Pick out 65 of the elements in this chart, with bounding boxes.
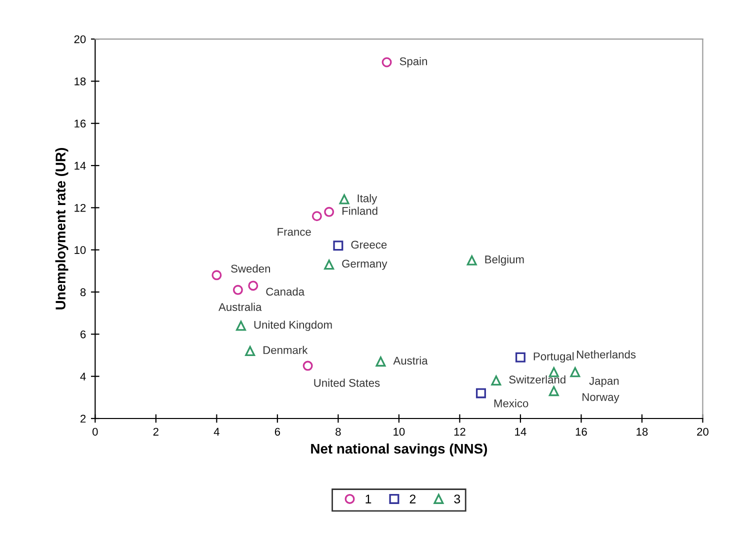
y-tick-label: 6 — [80, 330, 86, 338]
point — [548, 386, 559, 396]
point — [376, 356, 386, 367]
point — [302, 360, 313, 371]
x-axis-title: Net national savings (NNS) — [311, 443, 488, 456]
y-tick-label: 20 — [74, 35, 86, 44]
point — [339, 194, 350, 204]
x-tick-label: 6 — [274, 428, 280, 436]
annotation: Portugal — [534, 352, 574, 363]
point — [236, 320, 246, 331]
annotation: Greece — [351, 240, 387, 249]
x-tick-label: 14 — [515, 428, 526, 436]
annotation: Germany — [342, 260, 388, 270]
annotation: Mexico — [494, 399, 528, 408]
point — [212, 270, 222, 280]
legend-label: 1 — [366, 494, 372, 504]
point — [245, 346, 256, 356]
annotation: Sweden — [231, 264, 270, 273]
point — [248, 280, 258, 291]
annotation: Italy — [358, 194, 378, 204]
point — [382, 57, 392, 68]
x-tick-label: 2 — [153, 428, 158, 436]
annotation: Netherlands — [577, 350, 636, 358]
point — [476, 388, 486, 398]
annotation: Japan — [589, 377, 619, 388]
x-tick-label: 16 — [576, 428, 587, 436]
y-axis-title: Unemployment rate (UR) — [55, 148, 68, 310]
y-tick-label: 12 — [74, 204, 86, 212]
annotation: Austria — [393, 356, 428, 365]
y-tick-label: 8 — [80, 288, 86, 296]
point — [324, 260, 334, 270]
annotation: Denmark — [264, 346, 308, 354]
y-tick-label: 4 — [80, 372, 86, 380]
annotation: Norway — [582, 393, 620, 404]
x-tick-label: 10 — [394, 428, 405, 436]
y-tick-label: 10 — [74, 246, 86, 254]
x-tick-label: 4 — [214, 428, 220, 436]
y-tick-label: 14 — [74, 162, 86, 170]
x-tick-label: 8 — [336, 428, 341, 436]
annotation: Belgium — [485, 255, 524, 266]
legend-label: 2 — [410, 494, 416, 504]
y-tick-label: 2 — [80, 414, 86, 423]
annotation: United Kingdom — [254, 320, 332, 331]
point — [491, 376, 502, 386]
y-tick-label: 18 — [74, 77, 86, 86]
x-tick-label: 12 — [454, 428, 466, 436]
point — [324, 206, 334, 217]
annotation: Finland — [342, 206, 378, 215]
point — [570, 367, 580, 378]
point — [466, 255, 477, 266]
annotation: Australia — [218, 302, 262, 311]
annotation: Spain — [400, 57, 427, 68]
annotation: United States — [314, 378, 380, 387]
annotation: France — [278, 228, 311, 236]
y-tick-label: 16 — [74, 120, 86, 128]
point — [333, 240, 344, 251]
legend-label: 3 — [454, 494, 460, 504]
point — [232, 284, 243, 295]
x-tick-label: 18 — [636, 428, 648, 436]
point — [515, 352, 526, 362]
annotation: Switzerland — [509, 375, 566, 384]
point — [312, 211, 322, 222]
x-tick-label: 20 — [697, 428, 708, 436]
annotation: Canada — [266, 287, 305, 296]
x-tick-label: 0 — [92, 428, 98, 436]
